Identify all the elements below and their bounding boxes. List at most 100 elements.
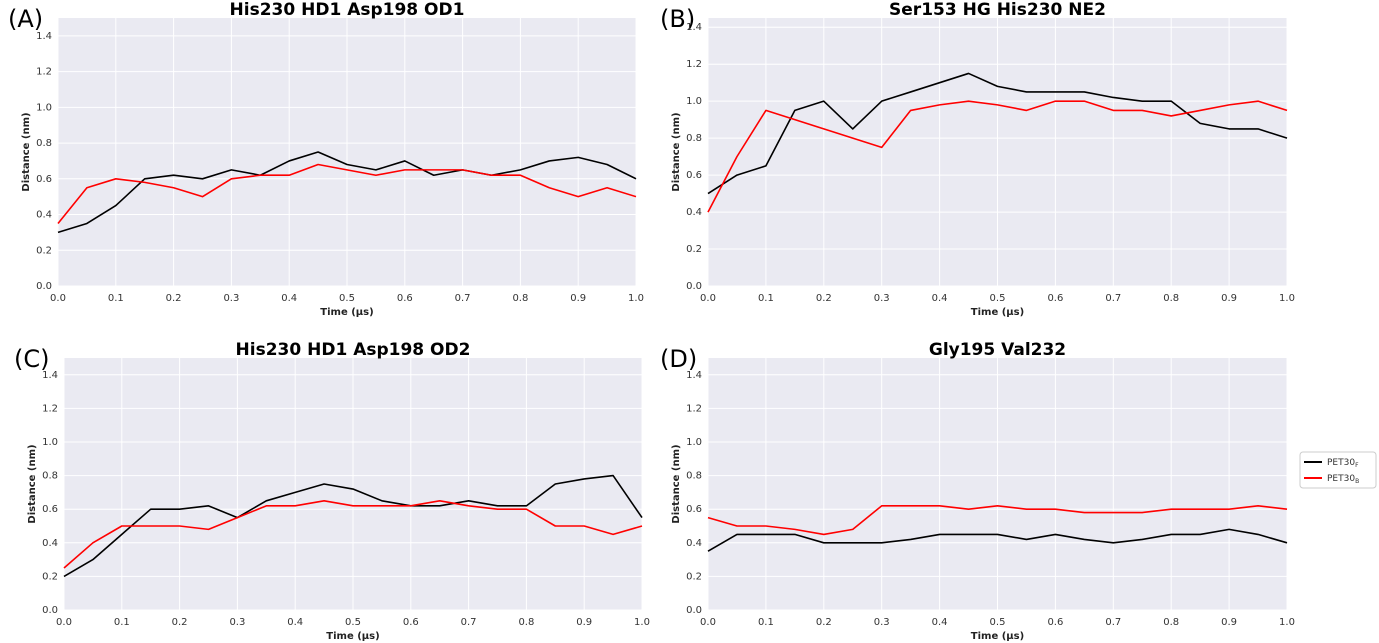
x-tick-label: 0.2	[166, 293, 182, 304]
x-tick-label: 0.2	[172, 617, 188, 628]
y-tick-label: 0.8	[36, 138, 52, 149]
x-tick-label: 0.1	[758, 617, 774, 628]
y-tick-label: 0.0	[686, 281, 702, 292]
chart-title: Ser153 HG His230 NE2	[889, 0, 1106, 20]
y-tick-label: 0.8	[42, 471, 58, 482]
y-tick-label: 1.0	[686, 96, 702, 107]
x-axis-label: Time (µs)	[320, 307, 373, 318]
x-tick-label: 0.9	[1221, 617, 1237, 628]
y-tick-label: 0.2	[686, 244, 702, 255]
y-axis-label: Distance (nm)	[671, 112, 682, 191]
legend-subscript: B	[1355, 478, 1359, 485]
y-tick-label: 0.0	[686, 605, 702, 616]
x-tick-label: 1.0	[1279, 293, 1295, 304]
y-tick-label: 0.4	[686, 207, 702, 218]
chart-title: Gly195 Val232	[929, 340, 1066, 360]
y-tick-label: 0.2	[36, 245, 52, 256]
x-tick-label: 0.9	[576, 617, 592, 628]
y-tick-label: 0.2	[42, 571, 58, 582]
legend-subscript: F	[1355, 462, 1359, 469]
panel-label: (A)	[8, 5, 43, 33]
x-axis-label: Time (µs)	[971, 631, 1024, 642]
x-tick-label: 0.7	[455, 293, 471, 304]
series-line	[57, 151, 637, 234]
x-tick-label: 0.3	[229, 617, 245, 628]
x-axis-label: Time (µs)	[971, 307, 1024, 318]
series-line	[707, 100, 1288, 213]
y-axis-label: Distance (nm)	[21, 112, 32, 191]
legend-label: PET30F	[1327, 458, 1359, 469]
y-axis-label: Distance (nm)	[27, 444, 38, 523]
y-tick-label: 1.4	[686, 22, 702, 33]
legend-name: PET30	[1327, 458, 1355, 468]
y-tick-label: 0.0	[42, 605, 58, 616]
x-tick-label: 0.6	[1047, 617, 1063, 628]
x-tick-label: 0.5	[990, 293, 1006, 304]
series-line	[707, 505, 1288, 536]
series-line	[63, 474, 643, 578]
x-tick-label: 0.2	[816, 617, 832, 628]
y-tick-label: 1.4	[686, 370, 702, 381]
chart-title: His230 HD1 Asp198 OD1	[230, 0, 465, 20]
y-tick-label: 1.0	[42, 437, 58, 448]
x-tick-label: 1.0	[1279, 617, 1295, 628]
x-tick-label: 0.4	[287, 617, 303, 628]
legend-label: PET30B	[1327, 474, 1359, 485]
y-tick-label: 1.2	[42, 403, 58, 414]
x-tick-label: 0.5	[339, 293, 355, 304]
x-tick-label: 0.3	[874, 617, 890, 628]
y-tick-label: 1.0	[686, 437, 702, 448]
y-tick-label: 1.2	[36, 67, 52, 78]
y-tick-label: 0.6	[42, 504, 58, 515]
x-tick-label: 0.8	[1163, 617, 1179, 628]
x-tick-label: 0.8	[512, 293, 528, 304]
x-tick-label: 0.7	[461, 617, 477, 628]
y-tick-label: 0.6	[686, 504, 702, 515]
x-tick-label: 0.3	[223, 293, 239, 304]
x-tick-label: 0.8	[1163, 293, 1179, 304]
y-tick-label: 1.4	[36, 31, 52, 42]
y-tick-label: 0.4	[686, 538, 702, 549]
x-tick-label: 0.3	[874, 293, 890, 304]
x-tick-label: 0.0	[50, 293, 66, 304]
x-tick-label: 0.4	[932, 293, 948, 304]
x-tick-label: 0.1	[108, 293, 124, 304]
x-tick-label: 0.5	[345, 617, 361, 628]
y-tick-label: 0.8	[686, 471, 702, 482]
y-tick-label: 1.2	[686, 59, 702, 70]
x-tick-label: 0.9	[1221, 293, 1237, 304]
x-tick-label: 0.0	[56, 617, 72, 628]
x-tick-label: 0.4	[281, 293, 297, 304]
x-tick-label: 0.4	[932, 617, 948, 628]
x-tick-label: 0.8	[518, 617, 534, 628]
x-tick-label: 0.1	[114, 617, 130, 628]
y-tick-label: 0.4	[42, 538, 58, 549]
y-tick-label: 0.8	[686, 133, 702, 144]
x-tick-label: 0.1	[758, 293, 774, 304]
x-tick-label: 1.0	[628, 293, 644, 304]
panel-label: (C)	[14, 345, 49, 373]
y-tick-label: 1.4	[42, 370, 58, 381]
x-tick-label: 1.0	[634, 617, 650, 628]
y-axis-label: Distance (nm)	[671, 444, 682, 523]
y-tick-label: 0.6	[686, 170, 702, 181]
y-tick-label: 0.0	[36, 281, 52, 292]
x-tick-label: 0.9	[570, 293, 586, 304]
x-tick-label: 0.6	[1047, 293, 1063, 304]
x-tick-label: 0.2	[816, 293, 832, 304]
x-tick-label: 0.5	[990, 617, 1006, 628]
chart-title: His230 HD1 Asp198 OD2	[236, 340, 471, 360]
y-tick-label: 1.2	[686, 403, 702, 414]
series-line	[63, 500, 643, 569]
y-tick-label: 0.2	[686, 571, 702, 582]
panel-label: (D)	[660, 345, 697, 373]
x-tick-label: 0.7	[1105, 617, 1121, 628]
x-tick-label: 0.6	[403, 617, 419, 628]
x-tick-label: 0.0	[700, 293, 716, 304]
x-tick-label: 0.7	[1105, 293, 1121, 304]
y-tick-label: 0.6	[36, 174, 52, 185]
y-tick-label: 0.4	[36, 210, 52, 221]
series-line	[57, 163, 637, 224]
y-tick-label: 1.0	[36, 102, 52, 113]
